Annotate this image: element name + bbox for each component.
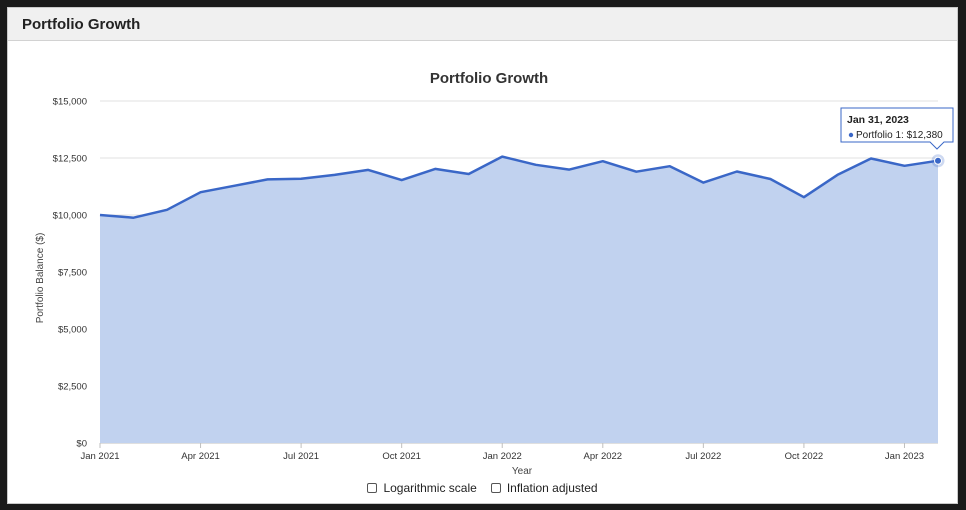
chart-options: Logarithmic scale Inflation adjusted	[8, 481, 957, 495]
inflation-adjusted-checkbox[interactable]	[490, 483, 501, 493]
x-axis-title: Year	[512, 466, 533, 477]
portfolio-series-line[interactable]	[99, 155, 939, 219]
inflation-adjusted-label: Inflation adjusted	[506, 481, 598, 495]
logarithmic-scale-checkbox[interactable]	[367, 483, 378, 493]
tooltip-box	[840, 107, 954, 150]
highlighted-point[interactable]	[931, 154, 945, 168]
x-tick-label: Jul 2022	[685, 451, 721, 462]
x-tick-label: Apr 2022	[584, 451, 623, 462]
inflation-adjusted-option[interactable]: Inflation adjusted	[490, 481, 598, 495]
y-tick-label: $5,000	[58, 325, 87, 336]
portfolio-growth-panel: Portfolio Growth Portfolio Growth $0 $2,5…	[7, 7, 958, 504]
x-tick-label: Jul 2021	[283, 451, 319, 462]
x-tick-label: Jan 2023	[885, 451, 924, 462]
tooltip-series-marker	[848, 132, 854, 138]
y-tick-label: $7,500	[58, 268, 87, 279]
y-tick-label: $10,000	[53, 211, 87, 222]
y-tick-label: $12,500	[53, 154, 87, 165]
y-tick-label: $2,500	[58, 382, 87, 393]
y-tick-label: $0	[76, 439, 87, 450]
logarithmic-scale-label: Logarithmic scale	[383, 481, 477, 495]
tooltip-series-value: Portfolio 1: $12,380	[856, 130, 943, 141]
highlight-point-marker[interactable]	[934, 156, 942, 165]
x-axis-ticks: Jan 2021 Apr 2021 Jul 2021 Oct 2021 Jan 2022…	[80, 443, 924, 462]
x-tick-label: Oct 2022	[785, 451, 824, 462]
portfolio-growth-chart: Portfolio Growth $0 $2,500 $5,000 $7,500 $10…	[35, 70, 954, 477]
chart-title: Portfolio Growth	[430, 70, 548, 87]
x-tick-label: Oct 2021	[382, 451, 421, 462]
panel-title: Portfolio Growth	[8, 8, 957, 41]
y-tick-label: $15,000	[53, 97, 87, 108]
logarithmic-scale-option[interactable]: Logarithmic scale	[367, 481, 477, 495]
y-axis-ticks: $0 $2,500 $5,000 $7,500 $10,000 $12,500 $15,00…	[53, 97, 87, 450]
tooltip-date: Jan 31, 2023	[847, 114, 909, 126]
portfolio-area-fill	[100, 156, 938, 443]
x-tick-label: Jan 2022	[483, 451, 522, 462]
data-tooltip: Jan 31, 2023 Portfolio 1: $12,380	[840, 107, 954, 150]
y-axis-title: Portfolio Balance ($)	[35, 233, 46, 324]
x-tick-label: Jan 2021	[80, 451, 119, 462]
x-tick-label: Apr 2021	[181, 451, 220, 462]
